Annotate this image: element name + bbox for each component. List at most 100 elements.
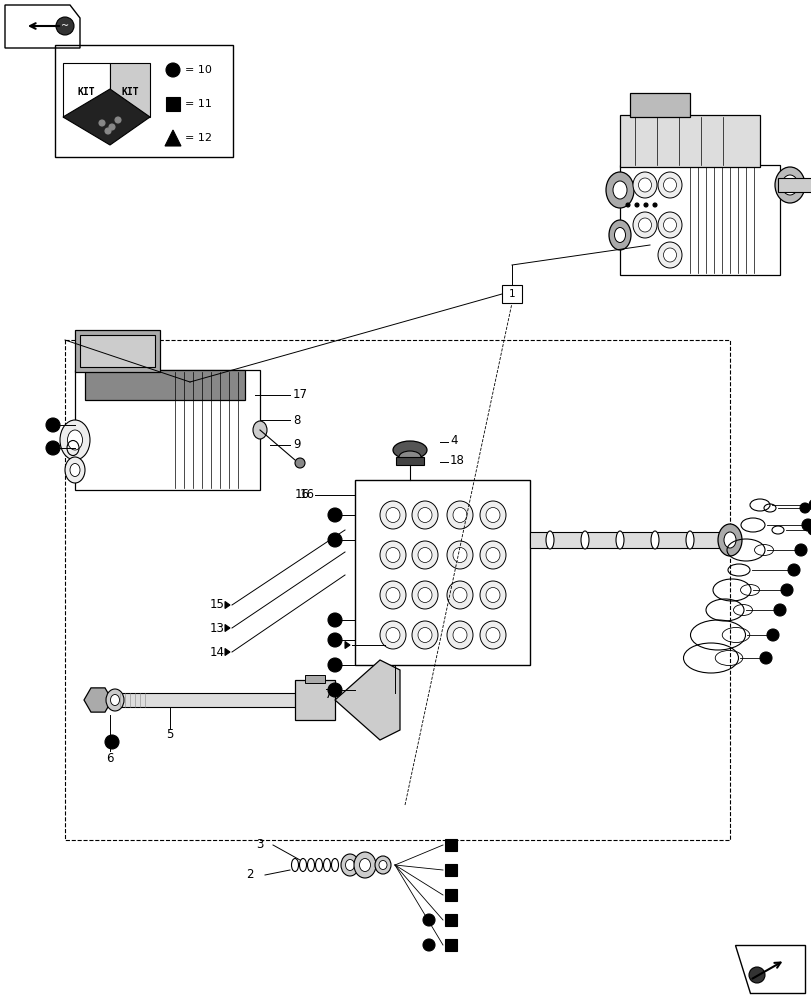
Circle shape: [807, 525, 811, 535]
Circle shape: [423, 939, 435, 951]
Circle shape: [328, 613, 341, 627]
Ellipse shape: [663, 218, 676, 232]
Circle shape: [634, 203, 638, 207]
Bar: [444, 864, 457, 876]
Ellipse shape: [341, 854, 358, 876]
Circle shape: [643, 203, 647, 207]
Text: KIT: KIT: [121, 87, 139, 97]
Ellipse shape: [637, 178, 650, 192]
Circle shape: [794, 544, 806, 556]
Circle shape: [56, 17, 74, 35]
Ellipse shape: [106, 689, 124, 711]
Circle shape: [423, 914, 435, 926]
Polygon shape: [109, 63, 150, 117]
Bar: [620, 165, 779, 275]
Ellipse shape: [446, 621, 473, 649]
Ellipse shape: [418, 587, 431, 602]
Circle shape: [328, 508, 341, 522]
Circle shape: [759, 652, 771, 664]
Ellipse shape: [479, 581, 505, 609]
Bar: [120, 693, 299, 707]
Ellipse shape: [717, 524, 741, 556]
Bar: [85, 370, 245, 400]
Bar: [620, 115, 759, 167]
Ellipse shape: [70, 464, 80, 477]
Circle shape: [799, 503, 809, 513]
Ellipse shape: [453, 628, 466, 643]
Text: = 12: = 12: [185, 133, 212, 143]
Ellipse shape: [411, 621, 437, 649]
Circle shape: [780, 584, 792, 596]
Bar: [396, 457, 423, 465]
Text: 14: 14: [210, 646, 225, 658]
Text: ~: ~: [61, 21, 69, 31]
Text: 6: 6: [106, 752, 114, 764]
Ellipse shape: [486, 587, 500, 602]
Circle shape: [773, 604, 785, 616]
Text: 16: 16: [299, 488, 315, 502]
Ellipse shape: [446, 541, 473, 569]
Ellipse shape: [385, 628, 400, 643]
Ellipse shape: [486, 628, 500, 643]
Polygon shape: [165, 130, 181, 146]
Ellipse shape: [385, 508, 400, 522]
Circle shape: [808, 499, 811, 511]
Text: 4: 4: [449, 434, 457, 446]
Circle shape: [328, 633, 341, 647]
Polygon shape: [63, 63, 109, 117]
Bar: [777, 178, 811, 192]
Text: 16: 16: [294, 488, 310, 502]
Ellipse shape: [479, 501, 505, 529]
Bar: [75, 330, 160, 372]
Circle shape: [99, 120, 105, 126]
Circle shape: [46, 418, 60, 432]
Text: 15: 15: [210, 598, 225, 611]
Circle shape: [328, 658, 341, 672]
Polygon shape: [5, 5, 80, 48]
Ellipse shape: [453, 587, 466, 602]
Bar: [629, 93, 689, 117]
Ellipse shape: [633, 212, 656, 238]
Circle shape: [328, 683, 341, 697]
Polygon shape: [335, 660, 400, 740]
Ellipse shape: [650, 531, 659, 549]
Polygon shape: [225, 648, 230, 656]
Circle shape: [165, 63, 180, 77]
Text: 3: 3: [256, 838, 264, 851]
Ellipse shape: [479, 541, 505, 569]
Ellipse shape: [354, 852, 375, 878]
Ellipse shape: [393, 441, 427, 459]
Ellipse shape: [385, 548, 400, 562]
Circle shape: [748, 967, 764, 983]
Bar: [294, 680, 335, 720]
Text: 8: 8: [293, 414, 300, 426]
Text: 13: 13: [210, 621, 225, 635]
Polygon shape: [225, 624, 230, 632]
Ellipse shape: [614, 228, 624, 242]
Ellipse shape: [418, 548, 431, 562]
Ellipse shape: [605, 172, 633, 208]
Polygon shape: [225, 601, 230, 608]
Circle shape: [801, 519, 811, 531]
Bar: [530, 532, 729, 548]
Bar: [55, 45, 233, 157]
Text: 5: 5: [166, 728, 174, 742]
Bar: [75, 370, 260, 490]
Ellipse shape: [418, 508, 431, 522]
Ellipse shape: [608, 220, 630, 250]
Polygon shape: [345, 642, 350, 648]
Text: 1: 1: [508, 289, 515, 299]
Ellipse shape: [418, 628, 431, 643]
Ellipse shape: [380, 581, 406, 609]
Ellipse shape: [446, 581, 473, 609]
Polygon shape: [84, 688, 112, 712]
Ellipse shape: [411, 501, 437, 529]
Ellipse shape: [345, 859, 354, 870]
Polygon shape: [63, 89, 150, 145]
Ellipse shape: [545, 531, 553, 549]
Bar: [501, 285, 521, 303]
Ellipse shape: [633, 172, 656, 198]
Text: 7: 7: [324, 688, 332, 702]
Ellipse shape: [446, 501, 473, 529]
Text: = 10: = 10: [185, 65, 212, 75]
